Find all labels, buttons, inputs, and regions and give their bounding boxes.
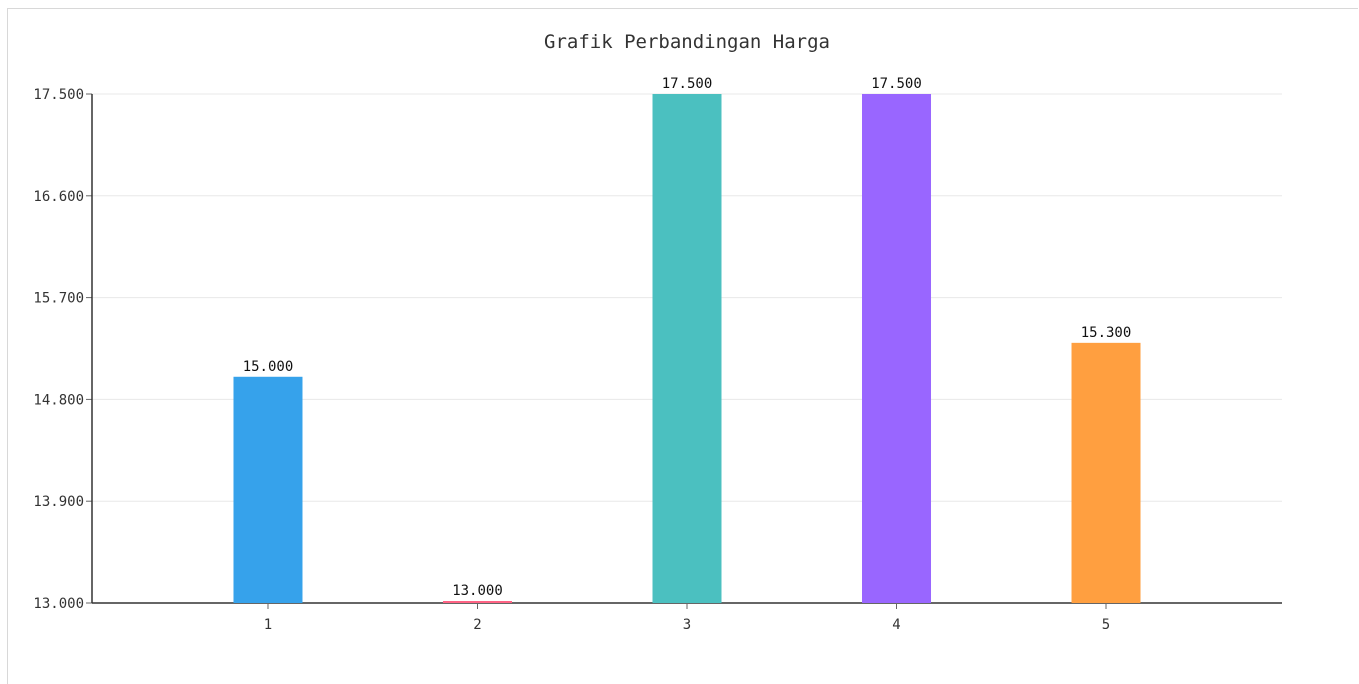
bar-3 [652, 94, 722, 603]
y-tick-label: 13.000 [33, 596, 84, 612]
x-axis: 1 2 3 4 5 [92, 602, 1282, 633]
y-axis: 13.000 13.900 14.800 15.700 16.600 17.500 [33, 87, 93, 612]
x-tick-label: 5 [1102, 617, 1110, 633]
y-tick-label: 14.800 [33, 392, 84, 408]
data-label: 17.500 [662, 76, 713, 92]
data-label: 13.000 [452, 583, 503, 599]
data-label: 17.500 [871, 76, 922, 92]
data-label: 15.000 [243, 359, 294, 375]
y-tick-label: 15.700 [33, 291, 84, 307]
x-tick-label: 4 [892, 617, 900, 633]
y-tick-label: 13.900 [33, 494, 84, 510]
bar-4 [862, 94, 932, 603]
y-tick-label: 17.500 [33, 87, 84, 103]
bars: 15.000 13.000 17.500 17.500 15.300 [233, 76, 1141, 603]
y-tick-label: 16.600 [33, 189, 84, 205]
x-tick-label: 1 [264, 617, 272, 633]
x-tick-label: 2 [473, 617, 481, 633]
bar-5 [1071, 342, 1141, 603]
bar-1 [233, 376, 303, 603]
chart-frame [7, 8, 1358, 684]
chart-title: Grafik Perbandingan Harga [544, 31, 830, 53]
data-label: 15.300 [1081, 325, 1132, 341]
x-tick-label: 3 [683, 617, 691, 633]
bar-2 [442, 601, 512, 603]
